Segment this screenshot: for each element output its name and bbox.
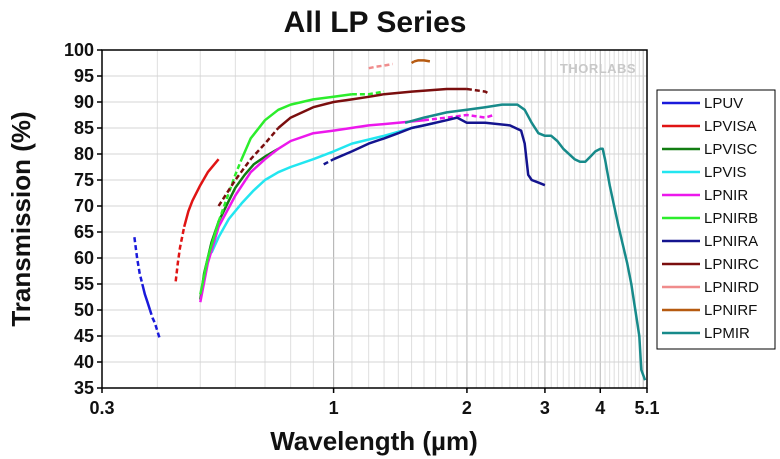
series-lpnirf: [410, 59, 431, 65]
series-line-lpnirc: [466, 87, 491, 96]
series-lpnir: [199, 113, 495, 303]
x-tick-label: 2: [462, 398, 472, 418]
series-line-lpvis: [210, 121, 436, 254]
plot-frame: [101, 49, 648, 389]
series-lpnirb: [199, 90, 385, 295]
y-tick-label: 90: [74, 92, 94, 112]
series-lpvisc: [199, 147, 279, 300]
grid: [102, 50, 647, 388]
series-line-lpnirf: [410, 60, 415, 65]
x-tick-label: 5.1: [634, 398, 659, 418]
x-axis-title: Wavelength (µm): [270, 426, 478, 456]
y-tick-label: 50: [74, 300, 94, 320]
series-line-lpvisc: [199, 147, 279, 300]
y-tick-label: 55: [74, 274, 94, 294]
y-tick-label: 60: [74, 248, 94, 268]
y-tick-label: 95: [74, 66, 94, 86]
legend-label-lpmir: LPMIR: [704, 325, 750, 342]
series-line-lpnira: [333, 116, 546, 187]
series-line-lpuv: [133, 237, 144, 285]
series-lpmir: [404, 103, 647, 381]
watermark-logo: THORLABS: [560, 61, 636, 76]
y-tick-label: 65: [74, 222, 94, 242]
series-line-lpvisa: [174, 226, 186, 282]
legend-label-lpvisa: LPVISA: [704, 118, 757, 135]
legend-label-lpnira: LPNIRA: [704, 233, 758, 250]
y-tick-label: 85: [74, 118, 94, 138]
legend: LPUV LPVISA LPVISC LPVIS LPNIR LPNIRB LPNIRA LP…: [656, 89, 776, 350]
series-lpuv: [133, 237, 161, 339]
series-lpnird: [368, 62, 393, 70]
series-line-lpnira: [323, 158, 335, 166]
y-tick-label: 35: [74, 378, 94, 398]
tick-labels: 35 40 45 50 55 60 65 70 75 80 85 90 95 100 0.3 1 2 3 4 5.1: [64, 40, 660, 418]
y-tick-label: 100: [64, 40, 94, 60]
x-tick-label: 1: [329, 398, 339, 418]
series-line-lpmir: [404, 103, 647, 381]
series-lpvis: [210, 121, 436, 254]
series-line-lpnirf: [413, 59, 431, 63]
series-line-lpuv: [148, 309, 161, 339]
y-tick-label: 40: [74, 352, 94, 372]
legend-label-lpnirb: LPNIRB: [704, 210, 758, 227]
series-line-lpnird: [368, 62, 393, 70]
legend-label-lpuv: LPUV: [704, 95, 743, 112]
y-tick-label: 70: [74, 196, 94, 216]
legend-label-lpnirc: LPNIRC: [704, 256, 759, 273]
series-line-lpvisa: [182, 158, 220, 228]
x-tick-label: 3: [540, 398, 550, 418]
series-line-lpnirc: [217, 127, 280, 207]
x-tick-label: 4: [595, 398, 605, 418]
series-line-lpnirb: [199, 221, 220, 295]
series-line-lpnir: [423, 113, 495, 122]
y-tick-label: 45: [74, 326, 94, 346]
y-tick-label: 75: [74, 170, 94, 190]
legend-box: [656, 89, 776, 350]
series-line-lpnir: [199, 118, 425, 303]
legend-label-lpnird: LPNIRD: [704, 279, 759, 296]
series-lpvisa: [174, 158, 220, 282]
x-tick-label: 0.3: [89, 398, 114, 418]
series-line-lpnirb: [351, 90, 385, 96]
legend-label-lpnirf: LPNIRF: [704, 302, 757, 319]
legend-label-lpvisc: LPVISC: [704, 141, 758, 158]
series-lpnira: [323, 116, 546, 187]
series-layer: [133, 59, 647, 381]
y-tick-label: 80: [74, 144, 94, 164]
legend-label-lpnir: LPNIR: [704, 187, 748, 204]
chart-title: All LP Series: [284, 6, 467, 39]
series-line-lpuv: [141, 283, 152, 311]
series-line-lpnirb: [240, 92, 353, 160]
series-line-lpnirc: [277, 87, 467, 129]
y-axis-title: Transmission (%): [6, 111, 36, 326]
series-lpnirc: [217, 87, 491, 207]
legend-label-lpvis: LPVIS: [704, 164, 747, 181]
